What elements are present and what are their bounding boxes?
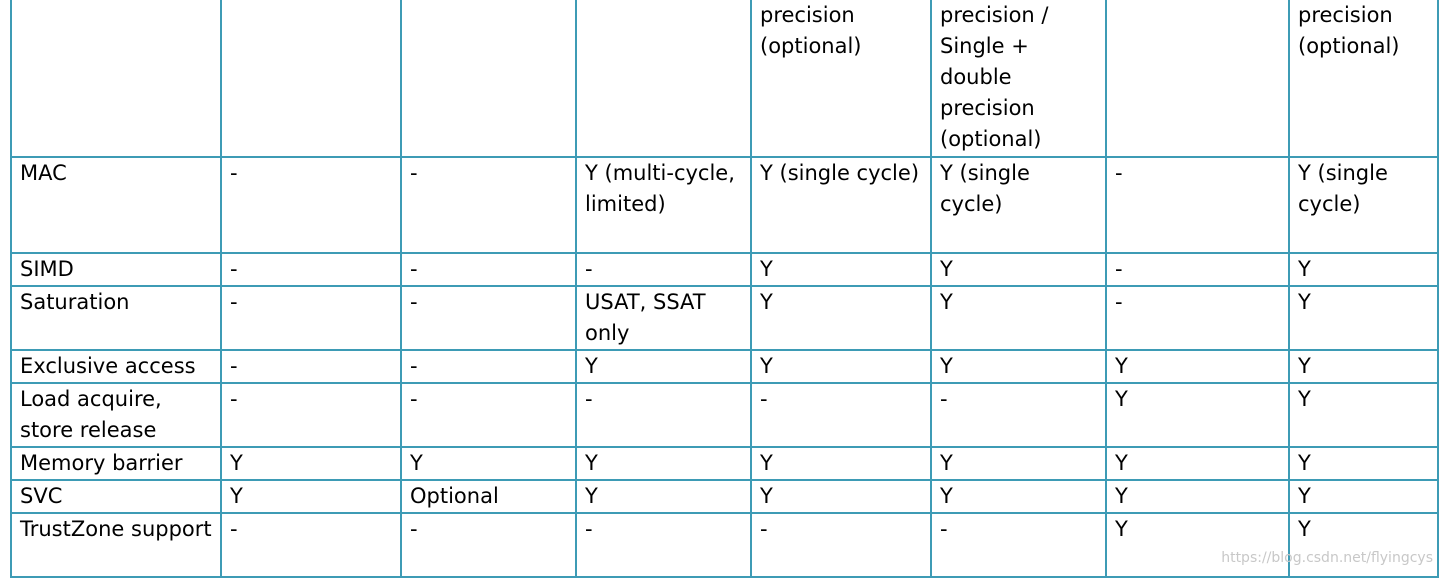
table-cell: Saturation xyxy=(10,285,222,351)
table-cell: Y (single cycle) xyxy=(1288,156,1439,254)
table-row: SVC Y Optional Y Y Y Y Y xyxy=(10,479,1439,514)
table-cell xyxy=(400,0,577,158)
table-cell: Y xyxy=(1288,349,1439,384)
table-row: Exclusive access - - Y Y Y Y Y xyxy=(10,349,1439,384)
table-cell: Y xyxy=(1288,252,1439,287)
table-row: MAC - - Y (multi-cycle, limited) Y (single c… xyxy=(10,156,1439,254)
table-cell: - xyxy=(220,285,402,351)
table-row: precision (optional) precision / Single +… xyxy=(10,0,1439,158)
table-row: Memory barrier Y Y Y Y Y Y Y xyxy=(10,446,1439,481)
table-cell xyxy=(220,0,402,158)
table-cell: Y xyxy=(750,349,932,384)
table-cell: - xyxy=(220,252,402,287)
table-cell: Y xyxy=(930,285,1107,351)
table-cell: Y xyxy=(1105,382,1290,448)
table-cell: TrustZone support xyxy=(10,512,222,578)
table-cell: - xyxy=(400,349,577,384)
table-cell: - xyxy=(220,382,402,448)
table-cell: Y xyxy=(575,446,752,481)
table-cell: Exclusive access xyxy=(10,349,222,384)
table-cell: Y xyxy=(930,349,1107,384)
table-cell: - xyxy=(220,512,402,578)
table-cell: Y xyxy=(930,479,1107,514)
table-row: TrustZone support - - - - - Y Y xyxy=(10,512,1439,578)
table-cell: - xyxy=(575,382,752,448)
table-cell: - xyxy=(750,382,932,448)
table-cell: Y xyxy=(1105,479,1290,514)
table-cell: - xyxy=(400,252,577,287)
table-cell: Y xyxy=(1288,446,1439,481)
table-cell: Y xyxy=(575,479,752,514)
table-cell: - xyxy=(400,285,577,351)
table-cell: Y xyxy=(1288,382,1439,448)
table-cell: - xyxy=(1105,156,1290,254)
table-cell: - xyxy=(930,382,1107,448)
table-cell: Y xyxy=(930,252,1107,287)
table-cell: - xyxy=(575,252,752,287)
table-cell: USAT, SSAT only xyxy=(575,285,752,351)
table-cell: - xyxy=(400,382,577,448)
table-cell: precision (optional) xyxy=(1288,0,1439,158)
feature-table: precision (optional) precision / Single +… xyxy=(10,0,1439,578)
table-cell: - xyxy=(930,512,1107,578)
table-cell: SIMD xyxy=(10,252,222,287)
table-cell: Memory barrier xyxy=(10,446,222,481)
table-cell: Y xyxy=(400,446,577,481)
table-cell: Y xyxy=(1105,349,1290,384)
table-cell: Y xyxy=(220,479,402,514)
table-cell: Y xyxy=(1105,512,1290,578)
table-cell: Y (multi-cycle, limited) xyxy=(575,156,752,254)
table-cell: Y (single cycle) xyxy=(930,156,1107,254)
table-cell: - xyxy=(1105,285,1290,351)
table-cell: - xyxy=(575,512,752,578)
table-cell: - xyxy=(220,156,402,254)
table-row: Saturation - - USAT, SSAT only Y Y - Y xyxy=(10,285,1439,351)
table-row: Load acquire, store release - - - - - Y Y xyxy=(10,382,1439,448)
table-row: SIMD - - - Y Y - Y xyxy=(10,252,1439,287)
table-cell: - xyxy=(750,512,932,578)
table-cell xyxy=(10,0,222,158)
table-cell: Y xyxy=(930,446,1107,481)
table-cell: - xyxy=(220,349,402,384)
table-cell: Y xyxy=(1105,446,1290,481)
table-cell: Y xyxy=(750,446,932,481)
table-cell: Y xyxy=(220,446,402,481)
table-cell: Y xyxy=(750,479,932,514)
table-cell: precision (optional) xyxy=(750,0,932,158)
table-cell: - xyxy=(1105,252,1290,287)
table-cell: Y xyxy=(750,252,932,287)
table-cell: SVC xyxy=(10,479,222,514)
table-cell: MAC xyxy=(10,156,222,254)
table-cell: Y xyxy=(1288,285,1439,351)
table-cell: Y xyxy=(1288,512,1439,578)
table-cell: Y xyxy=(1288,479,1439,514)
watermark: https://blog.csdn.net/flyingcys xyxy=(1221,550,1433,566)
table-cell: Y xyxy=(575,349,752,384)
table-cell xyxy=(575,0,752,158)
table-cell: Y xyxy=(750,285,932,351)
table-cell xyxy=(1105,0,1290,158)
table-cell: precision / Single + double precision (o… xyxy=(930,0,1107,158)
table-cell: Optional xyxy=(400,479,577,514)
table-cell: Y (single cycle) xyxy=(750,156,932,254)
table-cell: - xyxy=(400,156,577,254)
table-cell: - xyxy=(400,512,577,578)
table-cell: Load acquire, store release xyxy=(10,382,222,448)
